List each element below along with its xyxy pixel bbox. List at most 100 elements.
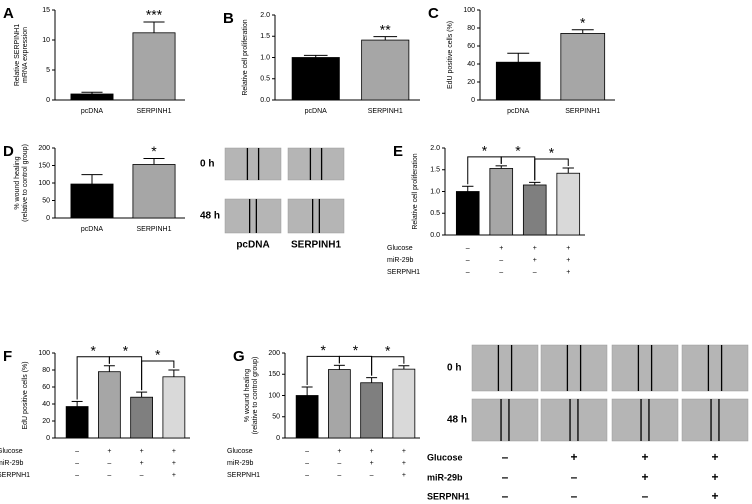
panel-letter: A xyxy=(3,5,14,22)
bar xyxy=(361,39,410,101)
bar xyxy=(495,61,541,101)
bar xyxy=(132,32,176,101)
panel-letter: E xyxy=(393,143,403,160)
y-axis-label: (relative to control group) xyxy=(22,144,29,222)
image-row-label: 48 h xyxy=(447,415,467,426)
significance: * xyxy=(155,347,161,363)
y-tick-label: 150 xyxy=(38,162,50,169)
condition-sign: – xyxy=(466,245,470,252)
y-axis-label: % wound healing xyxy=(14,156,21,209)
condition-sign: – xyxy=(305,448,309,455)
panel-letter: C xyxy=(428,5,439,22)
y-tick-label: 0.5 xyxy=(430,210,440,217)
condition-label: SERPNH1 xyxy=(227,472,260,479)
bar xyxy=(291,57,340,101)
y-tick-label: 1.0 xyxy=(430,188,440,195)
condition-sign: – xyxy=(571,470,578,484)
y-tick-label: 10 xyxy=(42,37,50,44)
significance: * xyxy=(321,342,327,358)
y-tick-label: 0.5 xyxy=(260,76,270,83)
condition-label: miR-29b xyxy=(387,257,414,264)
condition-sign: + xyxy=(533,245,537,252)
y-axis-label: Relative cell proliferation xyxy=(412,153,419,229)
y-tick-label: 0.0 xyxy=(260,97,270,104)
y-tick-label: 60 xyxy=(467,43,475,50)
y-tick-label: 5 xyxy=(46,67,50,74)
x-tick-label: pcDNA xyxy=(81,108,104,115)
y-tick-label: 2.0 xyxy=(430,145,440,152)
condition-sign: + xyxy=(402,460,406,467)
condition-sign: + xyxy=(566,245,570,252)
condition-sign: – xyxy=(502,489,509,503)
y-tick-label: 150 xyxy=(268,371,280,378)
micrograph xyxy=(681,398,749,442)
image-row-label: 48 h xyxy=(200,211,220,222)
micrograph xyxy=(287,147,345,181)
condition-sign: + xyxy=(570,450,577,464)
y-tick-label: 0.0 xyxy=(430,232,440,239)
micrograph xyxy=(540,344,608,392)
bar xyxy=(98,371,121,439)
condition-sign: + xyxy=(711,470,718,484)
significance: * xyxy=(91,342,97,358)
micrograph xyxy=(681,344,749,392)
image-row-label: 0 h xyxy=(200,159,214,170)
significance: * xyxy=(549,145,555,161)
image-column-label: SERPINH1 xyxy=(291,240,341,251)
y-tick-label: 20 xyxy=(42,418,50,425)
y-tick-label: 0 xyxy=(276,435,280,442)
condition-sign: – xyxy=(305,472,309,479)
y-axis-label: EdU positive cells (%) xyxy=(447,21,454,89)
bar xyxy=(489,168,514,236)
condition-sign: – xyxy=(75,460,79,467)
condition-sign: – xyxy=(502,450,509,464)
bar xyxy=(295,395,319,439)
condition-sign: + xyxy=(402,448,406,455)
y-tick-label: 100 xyxy=(38,350,50,357)
significance-bracket xyxy=(371,356,405,376)
significance: * xyxy=(123,342,129,358)
condition-sign: – xyxy=(466,269,470,276)
condition-sign: + xyxy=(140,460,144,467)
condition-label: Glucose xyxy=(387,245,413,252)
y-tick-label: 0 xyxy=(471,97,475,104)
micrograph xyxy=(611,344,679,392)
y-tick-label: 1.5 xyxy=(260,33,270,40)
x-tick-label: SERPINH1 xyxy=(136,226,171,233)
condition-label: SERPNH1 xyxy=(427,491,470,501)
x-tick-label: pcDNA xyxy=(81,226,104,233)
bar xyxy=(132,164,176,219)
condition-sign: – xyxy=(337,460,341,467)
y-tick-label: 40 xyxy=(467,61,475,68)
micrograph xyxy=(471,344,539,392)
significance: * xyxy=(151,143,157,159)
y-tick-label: 2.0 xyxy=(260,12,270,19)
bar xyxy=(560,33,606,101)
image-column-label: pcDNA xyxy=(236,240,269,251)
bar xyxy=(522,184,547,236)
micrograph xyxy=(471,398,539,442)
condition-sign: – xyxy=(370,472,374,479)
panel-letter: F xyxy=(3,348,12,365)
condition-sign: – xyxy=(533,269,537,276)
x-tick-label: SERPINH1 xyxy=(565,108,600,115)
y-tick-label: 50 xyxy=(272,414,280,421)
condition-sign: + xyxy=(370,448,374,455)
y-axis-label: Relative cell proliferation xyxy=(242,19,249,95)
micrograph xyxy=(287,198,345,234)
panel-letter: B xyxy=(223,10,234,27)
y-tick-label: 40 xyxy=(42,401,50,408)
panel-letter: D xyxy=(3,143,14,160)
condition-sign: – xyxy=(499,257,503,264)
bar xyxy=(130,396,153,439)
condition-label: SERPNH1 xyxy=(387,269,420,276)
condition-label: Glucose xyxy=(0,448,23,455)
y-axis-label: (relative to control group) xyxy=(252,357,259,435)
condition-sign: – xyxy=(305,460,309,467)
y-tick-label: 15 xyxy=(42,7,50,14)
y-axis-label: % wound healing xyxy=(244,369,251,422)
condition-sign: + xyxy=(711,450,718,464)
micrograph xyxy=(611,398,679,442)
condition-sign: + xyxy=(641,450,648,464)
condition-sign: – xyxy=(75,448,79,455)
